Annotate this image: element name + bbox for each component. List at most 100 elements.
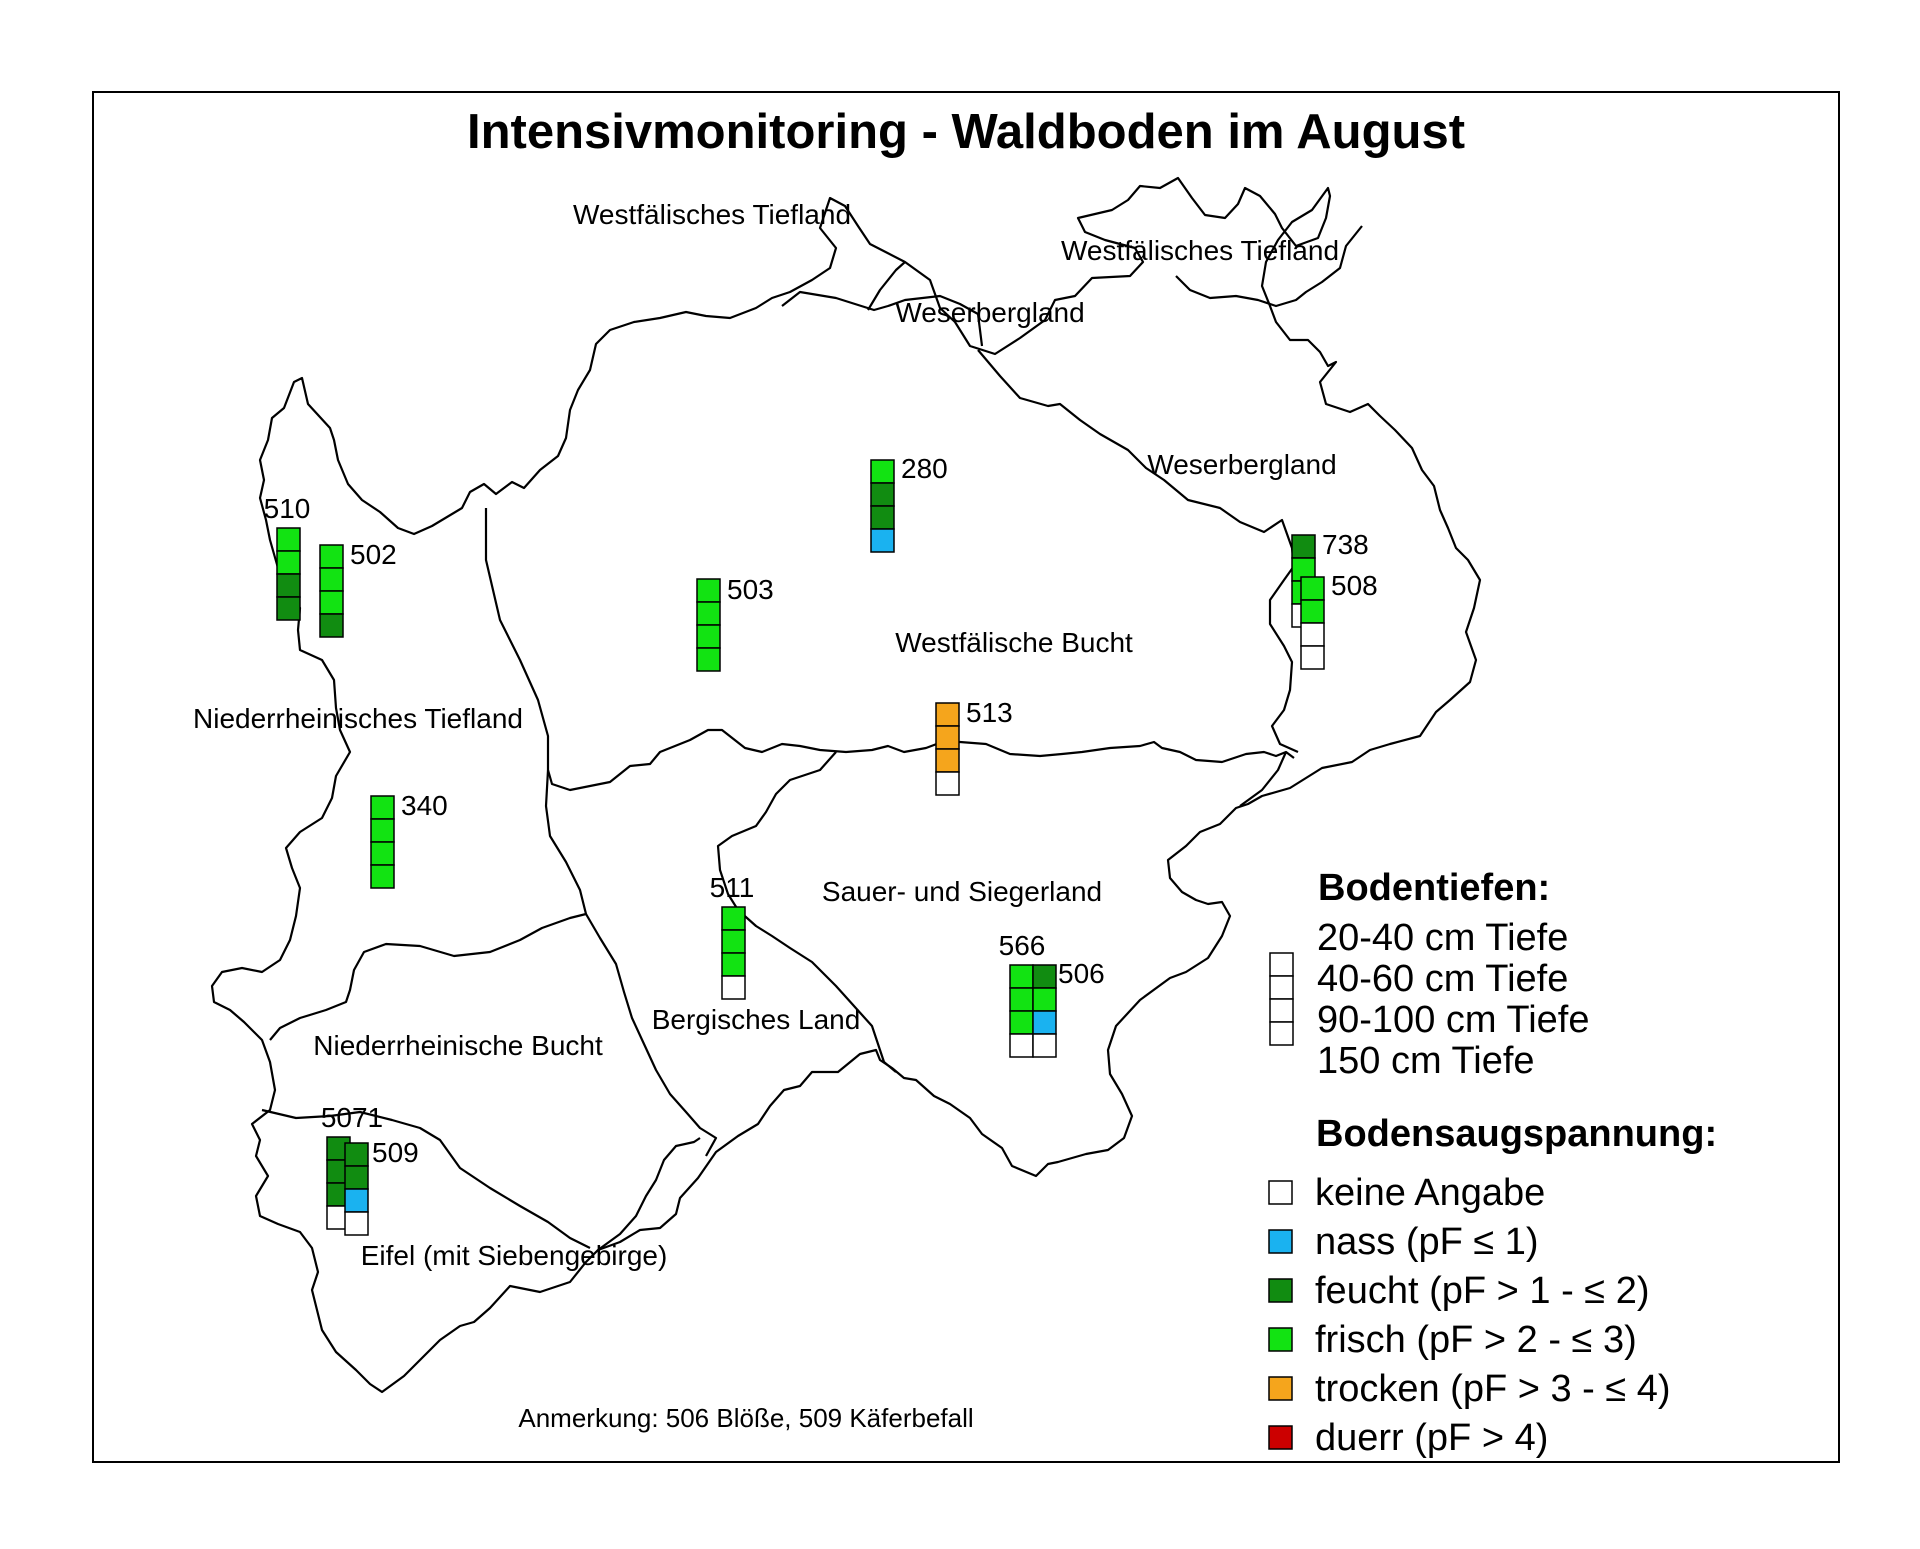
station-label: 511 xyxy=(710,872,755,903)
station-506[interactable]: 506 xyxy=(1032,958,1105,1058)
region-label: Niederrheinische Bucht xyxy=(313,1030,603,1061)
station-511-depth-1-cell xyxy=(721,906,746,931)
station-509[interactable]: 509 xyxy=(344,1137,419,1236)
station-510-depth-1-cell xyxy=(276,527,301,552)
boundary-weserbergland-west xyxy=(867,261,906,311)
legend-swatch-duerr xyxy=(1268,1425,1293,1450)
station-label: 502 xyxy=(350,539,397,570)
station-label: 510 xyxy=(264,493,311,524)
station-280[interactable]: 280 xyxy=(870,453,948,553)
station-340[interactable]: 340 xyxy=(370,790,448,889)
station-503-depth-3-cell xyxy=(696,624,721,649)
region-label: Weserbergland xyxy=(895,297,1084,328)
station-513-depth-2-cell xyxy=(935,725,960,750)
station-503-depth-1-cell xyxy=(696,578,721,603)
station-label: 738 xyxy=(1322,529,1369,560)
station-label: 340 xyxy=(401,790,448,821)
station-label: 508 xyxy=(1331,570,1378,601)
station-502-depth-1-cell xyxy=(319,544,344,569)
station-508[interactable]: 508 xyxy=(1300,570,1378,670)
station-511[interactable]: 511 xyxy=(710,872,755,1000)
station-509-depth-3-cell xyxy=(344,1188,369,1213)
legend-swatch-nass xyxy=(1268,1229,1293,1254)
legend-class-label: frisch (pF > 2 - ≤ 3) xyxy=(1315,1319,1637,1361)
station-509-depth-2-cell xyxy=(344,1165,369,1190)
station-502[interactable]: 502 xyxy=(319,539,397,638)
legend-depth-swatch xyxy=(1269,998,1294,1023)
boundary-bucht-south xyxy=(484,508,1295,792)
stations-layer: 280 510 502 503 738 508 513 340 511 566 506 5071 509 xyxy=(264,453,1378,1236)
station-738-depth-1-cell xyxy=(1291,534,1316,559)
boundary-weserbergland-north xyxy=(1175,225,1363,308)
region-label: Westfälische Bucht xyxy=(895,627,1133,658)
station-513-depth-4-cell xyxy=(935,771,960,796)
station-511-depth-4-cell xyxy=(721,975,746,1000)
station-503-depth-2-cell xyxy=(696,601,721,626)
boundary-bergisch-bucht xyxy=(585,913,718,1157)
boundary-sauerland-east xyxy=(1239,751,1288,807)
station-340-depth-3-cell xyxy=(370,841,395,866)
legend-swatch-trocken xyxy=(1268,1376,1293,1401)
station-566-depth-1-cell xyxy=(1009,964,1034,989)
boundary-tiefland-weserbergland xyxy=(781,290,984,347)
legend-swatch-frisch xyxy=(1268,1327,1293,1352)
station-508-depth-2-cell xyxy=(1300,599,1325,624)
station-513[interactable]: 513 xyxy=(935,697,1013,796)
region-label: Niederrheinisches Tiefland xyxy=(193,703,523,734)
station-label: 5071 xyxy=(321,1102,383,1133)
station-566-depth-2-cell xyxy=(1009,987,1034,1012)
region-label: Eifel (mit Siebengebirge) xyxy=(361,1240,668,1271)
station-508-depth-1-cell xyxy=(1300,576,1325,601)
station-280-depth-1-cell xyxy=(870,459,895,484)
boundary-bucht-eifel xyxy=(261,1108,591,1249)
state-border xyxy=(210,176,1482,1394)
station-502-depth-3-cell xyxy=(319,590,344,615)
station-503[interactable]: 503 xyxy=(696,574,774,672)
legend-depth-swatch xyxy=(1269,975,1294,1000)
map-note: Anmerkung: 506 Blöße, 509 Käferbefall xyxy=(518,1403,973,1433)
station-509-depth-1-cell xyxy=(344,1142,369,1167)
station-508-depth-3-cell xyxy=(1300,622,1325,647)
station-506-depth-3-cell xyxy=(1032,1010,1057,1035)
station-506-depth-2-cell xyxy=(1032,987,1057,1012)
legend-depth-label: 90-100 cm Tiefe xyxy=(1317,999,1589,1041)
station-label: 566 xyxy=(999,930,1046,961)
station-513-depth-3-cell xyxy=(935,748,960,773)
station-label: 506 xyxy=(1058,958,1105,989)
legend-depth-label: 40-60 cm Tiefe xyxy=(1317,958,1568,1000)
legend-class-label: nass (pF ≤ 1) xyxy=(1315,1221,1539,1263)
legend-class-label: trocken (pF > 3 - ≤ 4) xyxy=(1315,1368,1671,1410)
station-340-depth-1-cell xyxy=(370,795,395,820)
legend-class-label: keine Angabe xyxy=(1315,1172,1545,1214)
station-label: 509 xyxy=(372,1137,419,1168)
legend-depth-swatch xyxy=(1269,1021,1294,1046)
station-506-depth-1-cell xyxy=(1032,964,1057,989)
legend-depth-label: 150 cm Tiefe xyxy=(1317,1040,1535,1082)
region-label: Westfälisches Tiefland xyxy=(573,199,851,230)
station-566-depth-4-cell xyxy=(1009,1033,1034,1058)
legend-class-label: feucht (pF > 1 - ≤ 2) xyxy=(1315,1270,1650,1312)
station-513-depth-1-cell xyxy=(935,702,960,727)
station-280-depth-3-cell xyxy=(870,505,895,530)
legend-depth-title: Bodentiefen: xyxy=(1318,867,1550,909)
station-511-depth-2-cell xyxy=(721,929,746,954)
station-280-depth-2-cell xyxy=(870,482,895,507)
station-566[interactable]: 566 xyxy=(999,930,1046,1058)
station-502-depth-4-cell xyxy=(319,613,344,638)
legend-depth-label: 20-40 cm Tiefe xyxy=(1317,917,1568,959)
map-title: Intensivmonitoring - Waldboden im August xyxy=(466,105,1466,159)
station-508-depth-4-cell xyxy=(1300,645,1325,670)
region-boundaries xyxy=(210,176,1482,1394)
station-506-depth-4-cell xyxy=(1032,1033,1057,1058)
map-frame xyxy=(92,91,1840,1463)
station-510[interactable]: 510 xyxy=(264,493,311,621)
station-label: 513 xyxy=(966,697,1013,728)
station-509-depth-4-cell xyxy=(344,1211,369,1236)
legend-swatch-feucht xyxy=(1268,1278,1293,1303)
legend-tension-title: Bodensaugspannung: xyxy=(1316,1113,1717,1155)
station-340-depth-4-cell xyxy=(370,864,395,889)
region-label: Bergisches Land xyxy=(652,1004,861,1035)
station-510-depth-2-cell xyxy=(276,550,301,575)
